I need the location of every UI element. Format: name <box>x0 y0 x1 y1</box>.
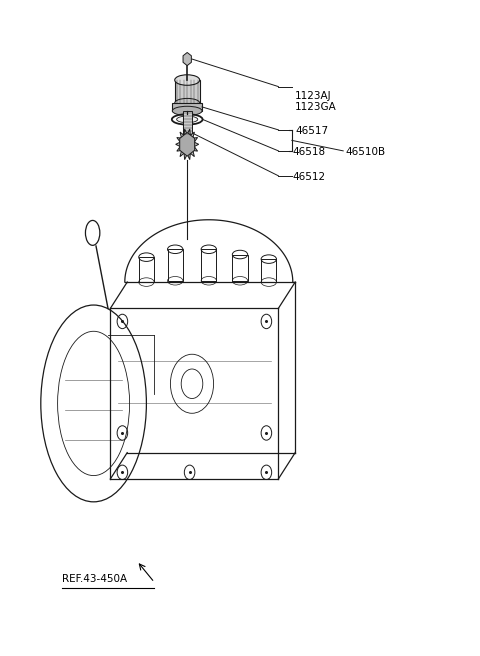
Bar <box>172 103 202 111</box>
Text: REF.43-450A: REF.43-450A <box>62 573 128 584</box>
Text: 46518: 46518 <box>293 147 326 157</box>
Bar <box>139 257 154 282</box>
Text: 1123AJ
1123GA: 1123AJ 1123GA <box>295 91 337 112</box>
Ellipse shape <box>177 116 198 123</box>
Polygon shape <box>183 52 192 66</box>
Bar <box>261 259 276 282</box>
Polygon shape <box>176 129 199 159</box>
Ellipse shape <box>175 75 200 85</box>
Polygon shape <box>180 133 195 156</box>
Bar <box>168 249 183 281</box>
Text: 46510B: 46510B <box>346 147 386 157</box>
Ellipse shape <box>172 106 202 115</box>
Text: 46517: 46517 <box>295 126 328 136</box>
Bar <box>175 80 200 103</box>
Bar <box>201 249 216 281</box>
Bar <box>232 255 248 281</box>
Bar <box>183 111 192 136</box>
Ellipse shape <box>175 98 200 108</box>
Text: 46512: 46512 <box>293 172 326 182</box>
